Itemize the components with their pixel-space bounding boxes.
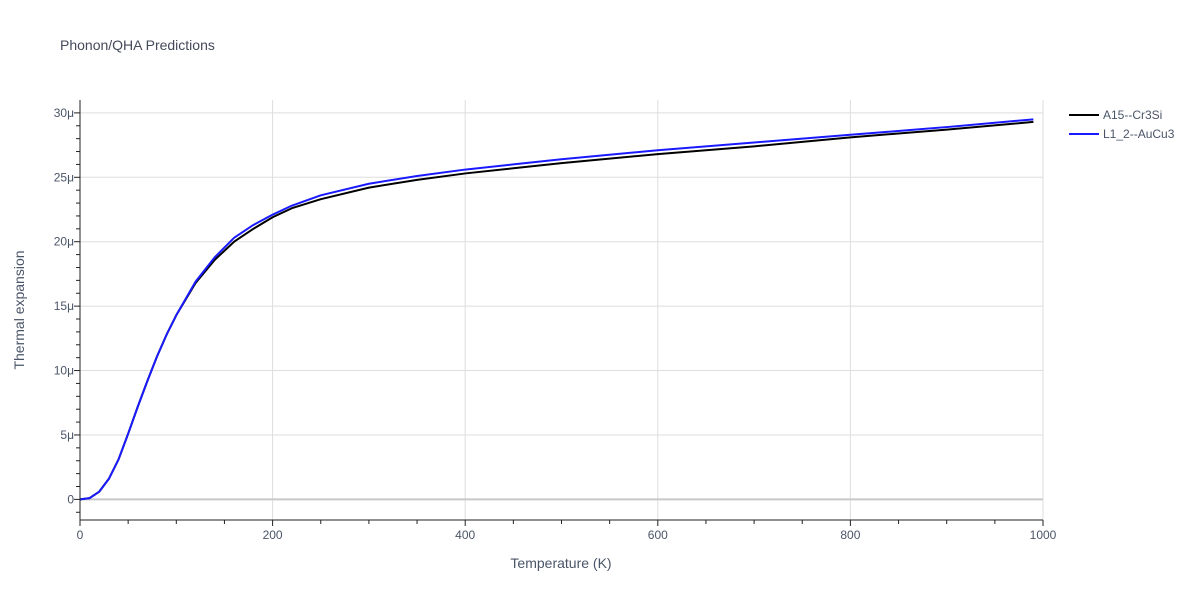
y-tick-label: 30μ — [54, 106, 74, 120]
x-tick-label: 400 — [455, 528, 475, 542]
series-line-2 — [79, 118, 1034, 501]
y-tick-label: 25μ — [54, 170, 74, 184]
legend: A15--Cr3Si L1_2--AuCu3 — [1069, 108, 1175, 141]
y-tick-label: 0 — [67, 492, 74, 506]
y-axis-label: Thermal expansion — [11, 250, 27, 369]
y-tick-label: 20μ — [54, 235, 74, 249]
x-tick-label: 0 — [77, 528, 84, 542]
x-tick-label: 600 — [648, 528, 668, 542]
y-tick-label: 10μ — [54, 364, 74, 378]
x-tick-label: 200 — [263, 528, 283, 542]
legend-label: A15--Cr3Si — [1103, 108, 1162, 122]
series-line-1 — [79, 120, 1034, 501]
y-tick-label: 5μ — [60, 428, 74, 442]
y-tick-label: 15μ — [54, 299, 74, 313]
axes: 0 200 400 600 800 1000 0 5μ 10μ 15μ 20μ 25μ 30μ — [54, 100, 1057, 542]
x-axis-label: Temperature (K) — [510, 555, 611, 571]
plot-area — [79, 118, 1034, 501]
legend-label: L1_2--AuCu3 — [1103, 127, 1175, 141]
chart-title: Phonon/QHA Predictions — [60, 37, 215, 53]
x-tick-label: 800 — [840, 528, 860, 542]
grid — [80, 100, 1044, 520]
x-tick-label: 1000 — [1030, 528, 1057, 542]
